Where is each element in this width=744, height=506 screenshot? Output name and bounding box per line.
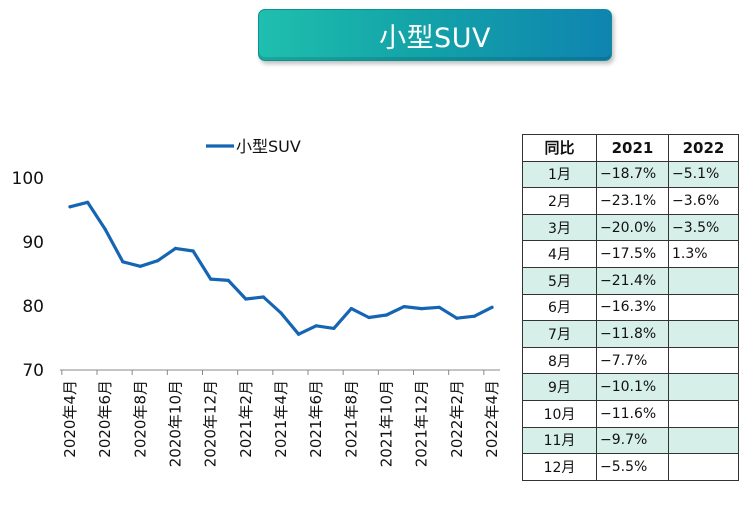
table-cell-month: 9月 <box>522 373 597 401</box>
table-header-cell: 2022 <box>668 134 739 162</box>
y-tick-label: 90 <box>22 233 44 253</box>
table-cell-y2021: −20.0% <box>596 213 669 242</box>
table-cell-month: 1月 <box>522 160 597 189</box>
table-cell-y2021: −7.7% <box>596 346 669 375</box>
table-row: 2月 −23.1% −3.6% <box>522 187 739 215</box>
table-row: 3月 −20.0% −3.5% <box>522 213 739 242</box>
table-cell-y2022 <box>668 293 739 322</box>
table-row: 1月 −18.7% −5.1% <box>522 160 739 189</box>
yoy-table: 同比 2021 2022 1月 −18.7% −5.1% 2月 −23.1% −3.6% 3… <box>522 134 739 481</box>
table-cell-y2021: −18.7% <box>596 160 669 189</box>
y-tick-label: 100 <box>12 169 44 189</box>
table-cell-y2022 <box>668 346 739 375</box>
table-cell-y2021: −23.1% <box>596 187 669 215</box>
table-cell-y2021: −16.3% <box>596 293 669 322</box>
x-tick-label: 2020年8月 <box>131 380 149 458</box>
table-cell-month: 3月 <box>522 213 597 242</box>
data-point <box>156 259 160 263</box>
data-point <box>226 278 230 282</box>
table-cell-y2022: −5.1% <box>668 160 739 189</box>
table-header-cell: 2021 <box>596 134 669 162</box>
x-tick-label: 2021年10月 <box>378 380 396 467</box>
y-tick-label: 70 <box>22 361 44 381</box>
x-tick-label: 2020年4月 <box>61 380 79 458</box>
table-cell-y2022 <box>668 426 739 455</box>
table-cell-y2021: −11.8% <box>596 320 669 348</box>
x-tick-label: 2022年4月 <box>483 380 501 458</box>
table-cell-y2021: −5.5% <box>596 453 669 481</box>
data-point <box>332 326 336 330</box>
data-point <box>455 316 459 320</box>
data-point <box>314 324 318 328</box>
x-tick-label: 2021年8月 <box>342 380 360 458</box>
data-point <box>121 260 125 264</box>
x-tick-label: 2021年2月 <box>237 380 255 458</box>
x-tick-label: 2020年10月 <box>167 380 185 467</box>
table-row: 8月 −7.7% <box>522 346 739 375</box>
y-tick-label: 80 <box>22 297 44 317</box>
table-cell-month: 12月 <box>522 453 597 481</box>
data-point <box>261 295 265 299</box>
table-cell-y2022 <box>668 373 739 401</box>
table-cell-month: 5月 <box>522 266 597 295</box>
table-row: 4月 −17.5% 1.3% <box>522 240 739 268</box>
page-title: 小型SUV <box>379 22 491 54</box>
data-point <box>490 305 494 309</box>
x-tick-label: 2020年6月 <box>96 380 114 458</box>
table-cell-y2022: 1.3% <box>668 240 739 268</box>
data-point <box>472 314 476 318</box>
table-cell-month: 11月 <box>522 426 597 455</box>
data-point <box>349 307 353 311</box>
table-cell-y2022 <box>668 266 739 295</box>
data-point <box>191 249 195 253</box>
title-banner: 小型SUV <box>258 9 612 61</box>
table-row: 7月 −11.8% <box>522 320 739 348</box>
table-row: 12月 −5.5% <box>522 453 739 481</box>
x-tick-label: 2021年6月 <box>307 380 325 458</box>
data-point <box>297 332 301 336</box>
table-cell-y2021: −9.7% <box>596 426 669 455</box>
table-cell-y2022 <box>668 399 739 428</box>
data-point <box>209 277 213 281</box>
table-cell-y2022: −3.5% <box>668 213 739 242</box>
table-cell-month: 2月 <box>522 187 597 215</box>
line-chart: 70 80 90 100 2020年4月 2020年6月 2020年8月 2020年10月 20… <box>12 137 501 467</box>
data-point <box>86 200 90 204</box>
table-cell-month: 8月 <box>522 346 597 375</box>
table-cell-y2021: −10.1% <box>596 373 669 401</box>
data-point <box>103 227 107 231</box>
table-cell-y2022 <box>668 320 739 348</box>
x-tick-label: 2020年12月 <box>202 380 220 467</box>
data-point <box>402 305 406 309</box>
data-point <box>420 307 424 311</box>
table-cell-y2021: −11.6% <box>596 399 669 428</box>
table-row: 10月 −11.6% <box>522 399 739 428</box>
table-cell-y2022: −3.6% <box>668 187 739 215</box>
data-point <box>437 305 441 309</box>
data-point <box>367 315 371 320</box>
legend-label: 小型SUV <box>236 137 301 156</box>
table-cell-y2021: −21.4% <box>596 266 669 295</box>
table-header-cell: 同比 <box>522 134 597 162</box>
data-point <box>384 313 389 317</box>
x-tick-label: 2022年2月 <box>448 380 466 458</box>
data-point <box>244 297 248 301</box>
data-point <box>279 311 283 315</box>
table-cell-month: 4月 <box>522 240 597 268</box>
table-cell-y2021: −17.5% <box>596 240 669 268</box>
table-row: 5月 −21.4% <box>522 266 739 295</box>
table-cell-y2022 <box>668 453 739 481</box>
table-cell-month: 10月 <box>522 399 597 428</box>
table-row: 11月 −9.7% <box>522 426 739 455</box>
data-point <box>173 246 178 250</box>
table-row: 6月 −16.3% <box>522 293 739 322</box>
data-point <box>138 264 142 268</box>
x-tick-label: 2021年12月 <box>413 380 431 467</box>
table-row: 9月 −10.1% <box>522 373 739 401</box>
data-point <box>68 205 72 209</box>
table-header-row: 同比 2021 2022 <box>522 134 739 162</box>
x-tick-label: 2021年4月 <box>272 380 290 458</box>
table-cell-month: 6月 <box>522 293 597 322</box>
table-cell-month: 7月 <box>522 320 597 348</box>
